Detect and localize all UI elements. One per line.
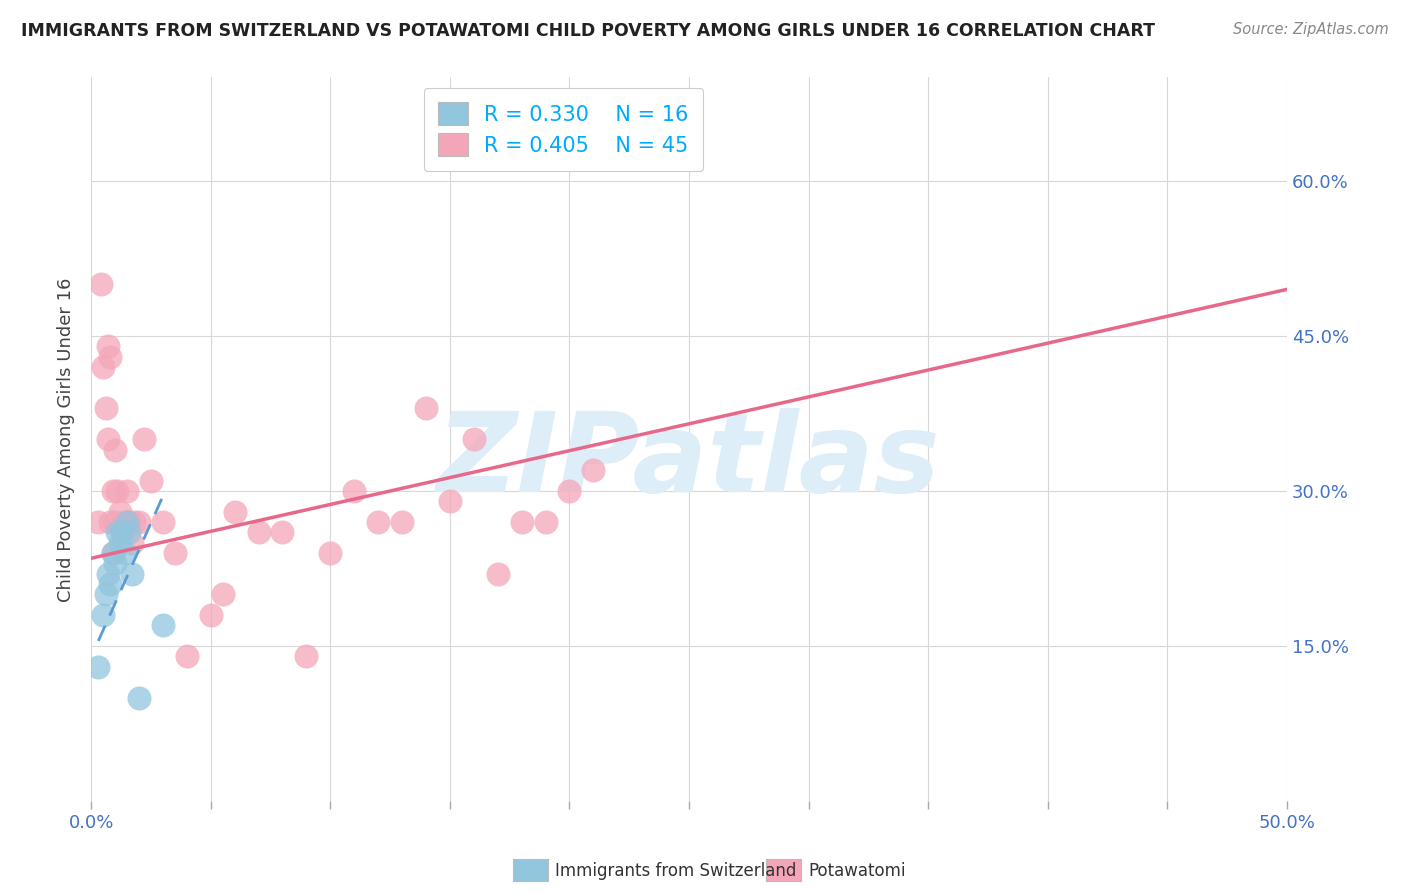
Text: Immigrants from Switzerland: Immigrants from Switzerland (555, 862, 797, 880)
Point (97, 566, 120, 581)
Point (111, 525, 134, 540)
Point (108, 505, 131, 519)
Point (104, 515, 127, 529)
Point (152, 618, 174, 632)
Point (415, 401, 437, 416)
Point (104, 442, 127, 457)
Point (558, 483, 581, 498)
Text: IMMIGRANTS FROM SWITZERLAND VS POTAWATOMI CHILD POVERTY AMONG GIRLS UNDER 16 COR: IMMIGRANTS FROM SWITZERLAND VS POTAWATOM… (21, 22, 1156, 40)
Point (91, 608, 114, 623)
Point (90, 277, 112, 292)
Point (111, 525, 134, 540)
Point (121, 535, 143, 549)
Point (107, 483, 129, 498)
Point (114, 546, 136, 560)
Point (104, 557, 127, 571)
Point (101, 483, 124, 498)
Point (224, 505, 246, 519)
Point (200, 608, 222, 623)
Point (98, 350, 121, 364)
Legend: R = 0.330    N = 16, R = 0.405    N = 45: R = 0.330 N = 16, R = 0.405 N = 45 (423, 87, 703, 170)
Point (582, 463, 605, 477)
Point (463, 433, 485, 447)
Point (101, 546, 124, 560)
Point (118, 525, 141, 540)
Point (98, 515, 121, 529)
Point (118, 515, 141, 529)
Point (98, 577, 121, 591)
Point (115, 515, 138, 529)
Point (94, 587, 117, 601)
Point (367, 515, 389, 529)
Point (114, 515, 136, 529)
Point (176, 649, 198, 664)
Point (510, 515, 533, 529)
Point (132, 433, 155, 447)
Point (247, 525, 270, 540)
Text: Source: ZipAtlas.com: Source: ZipAtlas.com (1233, 22, 1389, 37)
Point (97, 433, 120, 447)
Point (439, 494, 461, 508)
Point (486, 566, 509, 581)
Point (115, 515, 138, 529)
Point (101, 546, 124, 560)
Point (122, 515, 145, 529)
Point (107, 525, 129, 540)
Point (343, 483, 366, 498)
Point (139, 474, 162, 488)
Text: Potawatomi: Potawatomi (808, 862, 905, 880)
Point (128, 690, 150, 705)
Point (128, 515, 150, 529)
Point (91, 359, 114, 374)
Point (319, 546, 342, 560)
Point (534, 515, 557, 529)
Point (97, 339, 120, 353)
Point (87, 515, 110, 529)
Point (108, 535, 131, 549)
Point (87, 660, 110, 674)
Point (163, 546, 186, 560)
Point (295, 649, 318, 664)
Point (271, 525, 294, 540)
Point (121, 566, 143, 581)
Y-axis label: Child Poverty Among Girls Under 16: Child Poverty Among Girls Under 16 (58, 277, 75, 601)
Point (391, 515, 413, 529)
Point (115, 483, 138, 498)
Point (94, 401, 117, 416)
Point (211, 587, 233, 601)
Point (152, 515, 174, 529)
Text: ZIPatlas: ZIPatlas (437, 408, 941, 515)
